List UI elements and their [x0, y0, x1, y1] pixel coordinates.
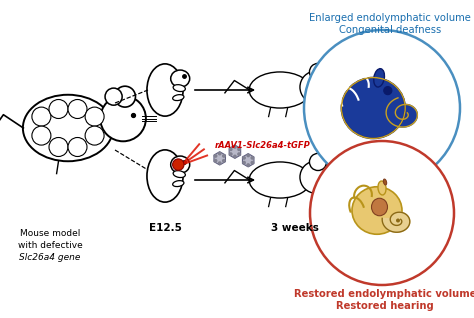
Circle shape	[68, 137, 87, 156]
Circle shape	[246, 154, 250, 157]
Polygon shape	[214, 152, 226, 165]
Text: Restored endolymphatic volume: Restored endolymphatic volume	[294, 289, 474, 299]
Circle shape	[233, 155, 237, 158]
Text: 3 weeks: 3 weeks	[271, 223, 319, 233]
Circle shape	[218, 161, 222, 165]
Circle shape	[304, 30, 460, 186]
Text: with defective: with defective	[18, 240, 82, 250]
Circle shape	[32, 107, 51, 126]
Circle shape	[310, 63, 327, 80]
Ellipse shape	[171, 70, 190, 87]
Ellipse shape	[173, 171, 185, 177]
Ellipse shape	[372, 198, 388, 216]
Polygon shape	[382, 212, 410, 232]
Circle shape	[173, 159, 184, 170]
Ellipse shape	[173, 181, 184, 187]
Circle shape	[310, 153, 327, 170]
Circle shape	[233, 145, 237, 149]
Ellipse shape	[23, 95, 113, 161]
Ellipse shape	[147, 150, 183, 202]
Circle shape	[250, 161, 254, 164]
Circle shape	[115, 86, 136, 107]
Polygon shape	[242, 154, 254, 167]
Text: Enlarged endolymphatic volume: Enlarged endolymphatic volume	[309, 13, 471, 23]
Circle shape	[222, 154, 226, 158]
Circle shape	[105, 88, 122, 105]
Ellipse shape	[384, 86, 392, 95]
Ellipse shape	[249, 72, 311, 108]
Ellipse shape	[171, 156, 190, 173]
Circle shape	[242, 161, 246, 164]
Circle shape	[32, 126, 51, 145]
Text: rAAV1-Slc26a4-tGFP: rAAV1-Slc26a4-tGFP	[215, 142, 311, 150]
Circle shape	[300, 71, 332, 103]
Ellipse shape	[378, 181, 386, 195]
Circle shape	[68, 100, 87, 119]
Text: Mouse model: Mouse model	[20, 229, 80, 238]
Circle shape	[49, 100, 68, 119]
Circle shape	[229, 148, 233, 151]
Circle shape	[85, 107, 104, 126]
Circle shape	[396, 218, 400, 223]
Circle shape	[214, 159, 218, 162]
Circle shape	[300, 161, 332, 193]
Ellipse shape	[383, 179, 387, 185]
Circle shape	[246, 163, 250, 167]
Circle shape	[310, 141, 454, 285]
Circle shape	[49, 137, 68, 156]
Ellipse shape	[147, 64, 183, 116]
Text: Slc26a4 gene: Slc26a4 gene	[19, 252, 81, 261]
Ellipse shape	[249, 162, 311, 198]
Text: E12.5: E12.5	[148, 223, 182, 233]
Text: Congenital deafness: Congenital deafness	[339, 25, 441, 35]
Circle shape	[237, 148, 241, 151]
Polygon shape	[229, 145, 241, 158]
Circle shape	[229, 152, 233, 156]
Ellipse shape	[374, 69, 384, 87]
Ellipse shape	[352, 187, 402, 234]
Circle shape	[218, 152, 222, 156]
Text: Restored hearing: Restored hearing	[336, 301, 434, 311]
Circle shape	[100, 96, 146, 141]
Ellipse shape	[173, 95, 184, 100]
Circle shape	[237, 152, 241, 156]
Circle shape	[85, 126, 104, 145]
Circle shape	[214, 154, 218, 158]
Polygon shape	[386, 98, 417, 127]
Ellipse shape	[341, 78, 405, 138]
Circle shape	[242, 156, 246, 160]
Ellipse shape	[173, 85, 185, 92]
Circle shape	[250, 156, 254, 160]
Circle shape	[222, 159, 226, 162]
